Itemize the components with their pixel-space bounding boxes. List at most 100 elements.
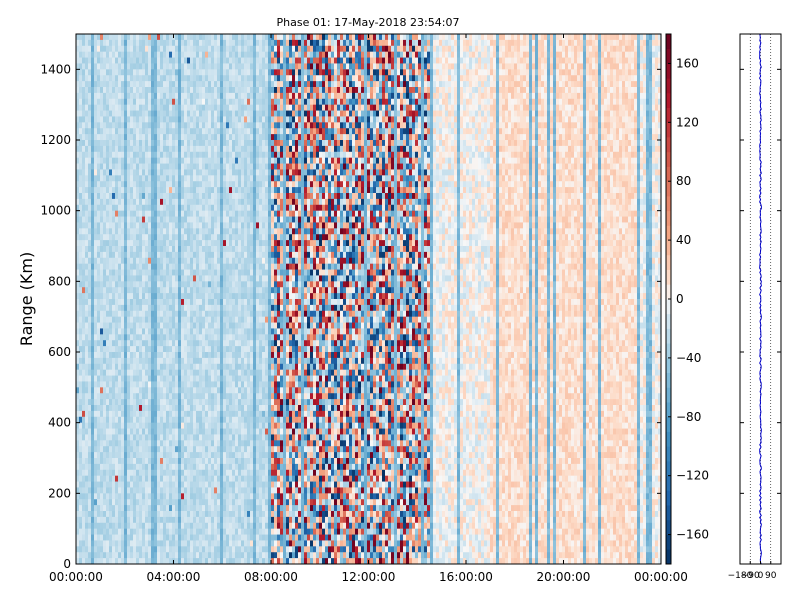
heatmap-cell [109, 122, 113, 129]
heatmap-cell [88, 428, 92, 435]
heatmap-cell [130, 434, 134, 441]
heatmap-cell [100, 452, 104, 459]
heatmap-cell [169, 463, 173, 471]
heatmap-cell [142, 452, 146, 459]
heatmap-cell [190, 51, 194, 58]
heatmap-title: Phase 01: 17-May-2018 23:54:07 [277, 16, 460, 29]
heatmap-cell [136, 57, 140, 64]
heatmap-cell [175, 505, 179, 512]
heatmap-cell [76, 375, 80, 382]
heatmap-cell [91, 369, 95, 376]
heatmap-cell [238, 98, 242, 106]
heatmap-cell [235, 45, 239, 53]
heatmap-cell [169, 210, 173, 217]
heatmap-cell [199, 558, 203, 565]
heatmap-cell [103, 157, 107, 164]
heatmap-cell [142, 475, 146, 482]
heatmap-cell [232, 328, 236, 335]
heatmap-cell [208, 328, 212, 335]
heatmap-cell [139, 51, 143, 58]
heatmap-cell [169, 169, 173, 176]
heatmap-cell [217, 487, 221, 494]
heatmap-cell [193, 340, 197, 347]
heatmap-cell [112, 181, 116, 188]
heatmap-cell [199, 446, 203, 453]
heatmap-cell [220, 251, 224, 259]
heatmap-cell [88, 145, 92, 153]
heatmap-cell [130, 528, 134, 535]
heatmap-cell [94, 452, 98, 459]
heatmap-cell [106, 493, 110, 500]
heatmap-cell [178, 493, 182, 500]
heatmap-cell [121, 193, 125, 200]
heatmap-cell [208, 558, 212, 565]
heatmap-cell [127, 110, 131, 117]
heatmap-cell [196, 234, 200, 241]
heatmap-cell [76, 393, 80, 400]
heatmap-cell [130, 175, 134, 182]
heatmap-cell [208, 187, 212, 194]
heatmap-cell [148, 446, 152, 453]
heatmap-cell [205, 240, 209, 247]
heatmap-cell [241, 34, 245, 41]
heatmap-cell [124, 51, 128, 58]
heatmap-cell [127, 522, 131, 530]
heatmap-cell [106, 193, 110, 200]
heatmap-cell [88, 357, 92, 365]
heatmap-cell [175, 316, 179, 323]
heatmap-cell [223, 287, 227, 294]
heatmap-cell [181, 157, 185, 164]
heatmap-cell [199, 410, 203, 418]
heatmap-cell [103, 316, 107, 323]
heatmap-cell [232, 204, 236, 212]
heatmap-cell [79, 463, 83, 471]
heatmap-cell [97, 493, 101, 500]
heatmap-cell [229, 275, 233, 282]
heatmap-cell [157, 434, 161, 441]
heatmap-cell [238, 204, 242, 212]
heatmap-cell [232, 322, 236, 329]
heatmap-cell [235, 145, 239, 153]
heatmap-cell [82, 39, 86, 47]
heatmap-cell [211, 399, 215, 406]
heatmap-cell [100, 116, 104, 123]
heatmap-cell [169, 375, 173, 382]
heatmap-cell [133, 75, 137, 82]
heatmap-cell [160, 410, 164, 418]
heatmap-cell [169, 428, 173, 435]
heatmap-cell [160, 340, 164, 347]
heatmap-cell [205, 469, 209, 477]
heatmap-cell [124, 134, 128, 141]
heatmap-cell [199, 287, 203, 294]
heatmap-cell [157, 405, 161, 412]
heatmap-cell [127, 116, 131, 123]
heatmap-cell [190, 140, 194, 147]
heatmap-cell [76, 198, 80, 206]
heatmap-cell [199, 522, 203, 530]
heatmap-cell [184, 281, 188, 288]
heatmap-cell [154, 240, 158, 247]
heatmap-cell [133, 522, 137, 530]
heatmap-cell [124, 516, 128, 524]
heatmap-cell [142, 187, 146, 194]
heatmap-cell [97, 410, 101, 418]
heatmap-cell [82, 334, 86, 341]
heatmap-cell [91, 104, 95, 111]
heatmap-cell [187, 352, 191, 359]
heatmap-cell [109, 375, 113, 382]
heatmap-cell [193, 222, 197, 229]
heatmap-cell [181, 540, 185, 547]
heatmap-cell [208, 475, 212, 482]
heatmap-cell [139, 275, 143, 282]
heatmap-cell [121, 145, 125, 153]
heatmap-cell [163, 145, 167, 153]
heatmap-cell [181, 287, 185, 294]
heatmap-cell [208, 546, 212, 553]
heatmap-cell [97, 357, 101, 365]
heatmap-cell [205, 393, 209, 400]
heatmap-cell [178, 416, 182, 424]
heatmap-cell [220, 340, 224, 347]
heatmap-cell [109, 287, 113, 294]
heatmap-cell [82, 505, 86, 512]
heatmap-cell [109, 340, 113, 347]
